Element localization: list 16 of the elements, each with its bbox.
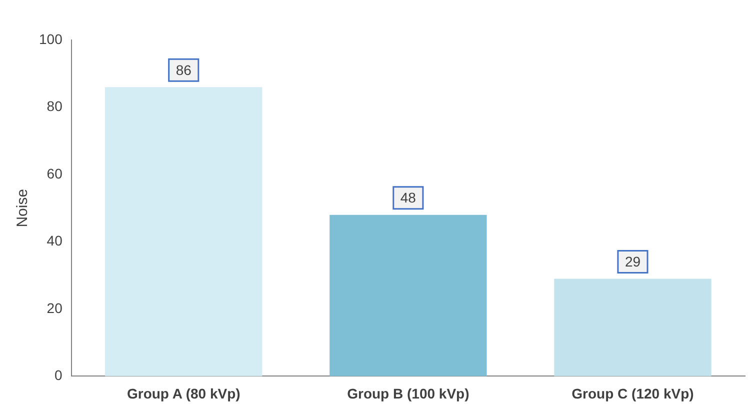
data-label: 48 — [400, 190, 416, 206]
bar — [330, 214, 487, 376]
data-label: 86 — [176, 62, 192, 78]
y-tick-label: 20 — [46, 300, 63, 316]
x-tick-label: Group A (80 kVp) — [126, 385, 240, 402]
y-tick-label: 60 — [46, 165, 63, 182]
y-tick-label: 40 — [46, 232, 63, 249]
bar — [554, 278, 712, 376]
y-tick-label: 80 — [46, 98, 63, 114]
x-tick-label: Group B (100 kVp) — [347, 385, 470, 402]
x-tick-label: Group C (120 kVp) — [572, 385, 694, 402]
y-tick-label: 0 — [54, 367, 63, 384]
y-axis-title: Noise — [14, 188, 32, 228]
data-label: 29 — [624, 254, 641, 270]
bar — [105, 87, 262, 376]
y-tick-label: 100 — [39, 30, 63, 47]
